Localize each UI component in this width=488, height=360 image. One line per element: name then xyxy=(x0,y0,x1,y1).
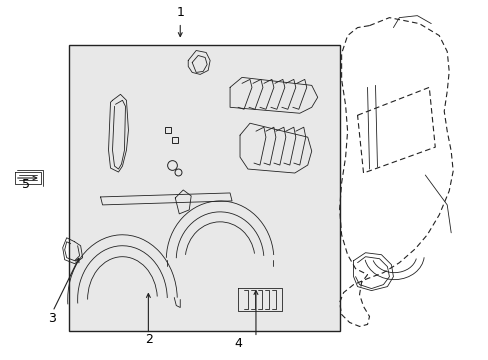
Text: 4: 4 xyxy=(234,337,242,350)
Text: 2: 2 xyxy=(145,333,153,346)
Text: 1: 1 xyxy=(176,6,184,19)
Bar xyxy=(68,45,339,332)
Text: 3: 3 xyxy=(48,311,56,325)
Text: 5: 5 xyxy=(22,178,30,191)
